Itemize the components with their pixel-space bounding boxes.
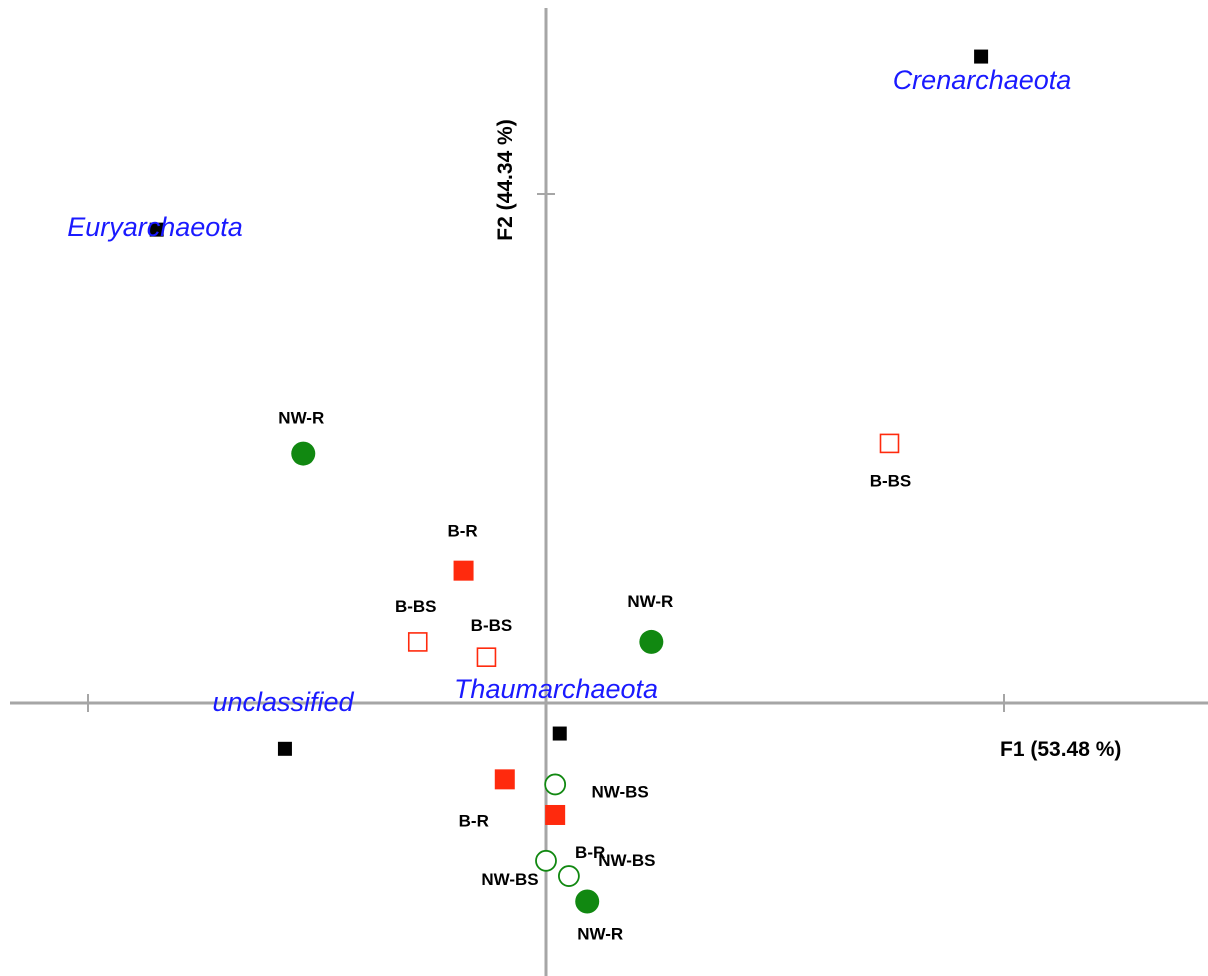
point-labels: Crenarchaeota Euryarchaeota unclassified Th… (67, 65, 1071, 944)
y-axis-title: F2 (44.34 %) (494, 119, 517, 240)
sample-label: NW-R (627, 592, 673, 611)
taxon-label: Crenarchaeota (893, 65, 1072, 95)
sample-point-nw-bs (558, 865, 580, 887)
sample-label: NW-BS (598, 851, 655, 870)
taxon-point (149, 222, 164, 237)
sample-point-nw-bs (535, 849, 557, 872)
taxon-label: unclassified (212, 687, 354, 717)
taxon-point (974, 49, 989, 64)
sample-label: B-R (459, 811, 489, 830)
sample-point-nw-r (639, 629, 664, 654)
sample-label: B-R (447, 522, 477, 541)
taxon-point (277, 741, 292, 756)
sample-point-b-bs (879, 433, 900, 454)
sample-label: B-BS (395, 597, 437, 616)
sample-label: B-BS (471, 616, 513, 635)
sample-label: B-R (575, 843, 605, 862)
sample-point-nw-bs (544, 773, 567, 796)
sample-point-b-r (545, 804, 566, 825)
sample-point-nw-r (575, 889, 600, 914)
taxon-label: Thaumarchaeota (454, 674, 658, 704)
sample-label: B-BS (870, 471, 912, 490)
sample-point-b-r (453, 560, 474, 581)
sample-label: NW-R (577, 925, 623, 944)
sample-point-b-r (494, 769, 515, 790)
sample-label: NW-BS (481, 870, 538, 889)
x-axis-title: F1 (53.48 %) (1000, 738, 1121, 761)
taxon-label: Euryarchaeota (67, 212, 243, 242)
data-marks (149, 49, 989, 914)
taxon-point (552, 726, 567, 741)
sample-point-b-bs (476, 647, 497, 667)
sample-label: NW-R (278, 409, 324, 428)
sample-label: NW-BS (592, 782, 649, 801)
axes (10, 8, 1208, 976)
sample-point-b-bs (407, 632, 428, 652)
sample-point-nw-r (291, 441, 316, 466)
